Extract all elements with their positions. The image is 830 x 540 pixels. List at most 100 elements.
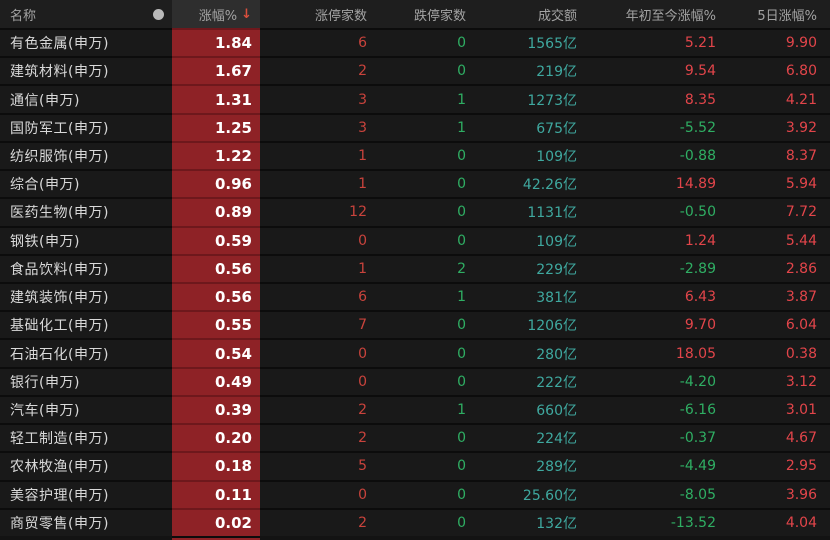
column-header-name[interactable]: 名称 bbox=[0, 0, 145, 28]
five-day-change-cell: 6.80 bbox=[719, 56, 830, 85]
table-row[interactable]: 基础化工(申万) 0.55 7 0 1206亿 9.70 6.04 bbox=[0, 310, 830, 339]
turnover-cell: 1206亿 bbox=[469, 310, 580, 339]
table-row[interactable]: 钢铁(申万) 0.59 0 0 109亿 1.24 5.44 bbox=[0, 225, 830, 254]
turnover-cell: 224亿 bbox=[469, 423, 580, 452]
column-header-ytd-change-label: 年初至今涨幅% bbox=[625, 8, 716, 24]
change-pct-cell: 0.20 bbox=[172, 423, 260, 452]
table-row[interactable]: 商贸零售(申万) 0.02 2 0 132亿 -13.52 4.04 bbox=[0, 507, 830, 536]
five-day-change-cell: 0.38 bbox=[719, 338, 830, 367]
sector-name-cell: 商贸零售(申万) bbox=[0, 507, 145, 536]
ytd-change-cell: -2.89 bbox=[580, 253, 719, 282]
sector-name-cell: 建筑材料(申万) bbox=[0, 56, 145, 85]
limit-up-count-cell: 12 bbox=[260, 197, 370, 226]
five-day-change-cell: 3.92 bbox=[719, 112, 830, 141]
column-header-5day-change[interactable]: 5日涨幅% bbox=[719, 0, 830, 28]
ytd-change-cell: -4.20 bbox=[580, 366, 719, 395]
column-header-change-sorted[interactable]: 涨幅% ↓ bbox=[172, 0, 260, 28]
table-row[interactable]: 食品饮料(申万) 0.56 1 2 229亿 -2.89 2.86 bbox=[0, 253, 830, 282]
five-day-change-cell: 3.96 bbox=[719, 479, 830, 508]
marker-cell bbox=[145, 338, 172, 367]
turnover-cell: 229亿 bbox=[469, 253, 580, 282]
five-day-change-cell: 2.95 bbox=[719, 451, 830, 480]
sector-name-cell: 汽车(申万) bbox=[0, 394, 145, 424]
sector-name-cell: 石油石化(申万) bbox=[0, 338, 145, 367]
table-row[interactable]: 石油石化(申万) 0.54 0 0 280亿 18.05 0.38 bbox=[0, 338, 830, 367]
column-header-ytd-change[interactable]: 年初至今涨幅% bbox=[580, 0, 719, 28]
sector-name-cell: 建筑装饰(申万) bbox=[0, 281, 145, 311]
ytd-change-cell: 14.89 bbox=[580, 169, 719, 198]
table-row[interactable]: 建筑材料(申万) 1.67 2 0 219亿 9.54 6.80 bbox=[0, 56, 830, 85]
column-header-turnover-label: 成交额 bbox=[537, 8, 577, 24]
ytd-change-cell: -5.52 bbox=[580, 112, 719, 141]
table-row[interactable]: 综合(申万) 0.96 1 0 42.26亿 14.89 5.94 bbox=[0, 169, 830, 198]
five-day-change-cell: 7.72 bbox=[719, 197, 830, 226]
marker-cell bbox=[145, 253, 172, 282]
limit-down-count-cell: 0 bbox=[370, 140, 469, 170]
limit-up-count-cell: 0 bbox=[260, 225, 370, 254]
table-row[interactable]: 有色金属(申万) 1.84 6 0 1565亿 5.21 9.90 bbox=[0, 28, 830, 57]
table-row[interactable]: 汽车(申万) 0.39 2 1 660亿 -6.16 3.01 bbox=[0, 394, 830, 424]
table-row[interactable]: 通信(申万) 1.31 3 1 1273亿 8.35 4.21 bbox=[0, 84, 830, 113]
marker-cell bbox=[145, 310, 172, 339]
turnover-cell: 219亿 bbox=[469, 56, 580, 85]
table-row[interactable]: 银行(申万) 0.49 0 0 222亿 -4.20 3.12 bbox=[0, 366, 830, 395]
ytd-change-cell: -0.37 bbox=[580, 423, 719, 452]
column-header-marker[interactable] bbox=[145, 0, 172, 28]
change-pct-cell: 0.56 bbox=[172, 281, 260, 311]
marker-cell bbox=[145, 112, 172, 141]
limit-down-count-cell: 0 bbox=[370, 169, 469, 198]
turnover-cell: 109亿 bbox=[469, 140, 580, 170]
sector-name-cell: 银行(申万) bbox=[0, 366, 145, 395]
table-row[interactable]: 纺织服饰(申万) 1.22 1 0 109亿 -0.88 8.37 bbox=[0, 140, 830, 170]
turnover-cell: 289亿 bbox=[469, 451, 580, 480]
limit-down-count-cell: 0 bbox=[370, 423, 469, 452]
column-header-limit-down[interactable]: 跌停家数 bbox=[370, 0, 469, 28]
turnover-cell: 1131亿 bbox=[469, 197, 580, 226]
turnover-cell: 1565亿 bbox=[469, 28, 580, 57]
limit-down-count-cell: 1 bbox=[370, 281, 469, 311]
sector-name-cell: 国防军工(申万) bbox=[0, 112, 145, 141]
turnover-cell: 660亿 bbox=[469, 394, 580, 424]
limit-down-count-cell: 0 bbox=[370, 338, 469, 367]
table-row[interactable]: 美容护理(申万) 0.11 0 0 25.60亿 -8.05 3.96 bbox=[0, 479, 830, 508]
limit-up-count-cell: 2 bbox=[260, 56, 370, 85]
change-pct-cell: 1.67 bbox=[172, 56, 260, 85]
ytd-change-cell: -0.50 bbox=[580, 197, 719, 226]
column-header-turnover[interactable]: 成交额 bbox=[469, 0, 580, 28]
change-pct-cell: 0.49 bbox=[172, 366, 260, 395]
limit-down-count-cell: 0 bbox=[370, 451, 469, 480]
change-pct-cell: 0.89 bbox=[172, 197, 260, 226]
five-day-change-cell: 4.67 bbox=[719, 423, 830, 452]
column-header-5day-change-label: 5日涨幅% bbox=[757, 8, 817, 24]
table-row[interactable]: 建筑装饰(申万) 0.56 6 1 381亿 6.43 3.87 bbox=[0, 281, 830, 311]
limit-up-count-cell: 1 bbox=[260, 169, 370, 198]
limit-down-count-cell: 0 bbox=[370, 479, 469, 508]
table-row[interactable]: 农林牧渔(申万) 0.18 5 0 289亿 -4.49 2.95 bbox=[0, 451, 830, 480]
marker-cell bbox=[145, 140, 172, 170]
sector-name-cell: 轻工制造(申万) bbox=[0, 423, 145, 452]
table-row[interactable]: 轻工制造(申万) 0.20 2 0 224亿 -0.37 4.67 bbox=[0, 423, 830, 452]
column-header-limit-down-label: 跌停家数 bbox=[413, 8, 466, 24]
ytd-change-cell: 9.70 bbox=[580, 310, 719, 339]
limit-down-count-cell: 0 bbox=[370, 197, 469, 226]
turnover-cell: 222亿 bbox=[469, 366, 580, 395]
ytd-change-cell: -0.88 bbox=[580, 140, 719, 170]
column-header-limit-up[interactable]: 涨停家数 bbox=[260, 0, 370, 28]
sector-name-cell: 钢铁(申万) bbox=[0, 225, 145, 254]
sector-name-cell: 纺织服饰(申万) bbox=[0, 140, 145, 170]
marker-cell bbox=[145, 366, 172, 395]
change-pct-cell: 0.96 bbox=[172, 169, 260, 198]
ytd-change-cell: -6.16 bbox=[580, 394, 719, 424]
marker-cell bbox=[145, 225, 172, 254]
table-row[interactable]: 医药生物(申万) 0.89 12 0 1131亿 -0.50 7.72 bbox=[0, 197, 830, 226]
five-day-change-cell: 4.21 bbox=[719, 84, 830, 113]
limit-up-count-cell: 5 bbox=[260, 451, 370, 480]
change-pct-cell: 0.39 bbox=[172, 394, 260, 424]
marker-cell bbox=[145, 28, 172, 57]
partial-next-row bbox=[0, 536, 830, 540]
table-row[interactable]: 国防军工(申万) 1.25 3 1 675亿 -5.52 3.92 bbox=[0, 112, 830, 141]
sector-name-cell: 农林牧渔(申万) bbox=[0, 451, 145, 480]
sector-name-cell: 美容护理(申万) bbox=[0, 479, 145, 508]
limit-up-count-cell: 6 bbox=[260, 281, 370, 311]
